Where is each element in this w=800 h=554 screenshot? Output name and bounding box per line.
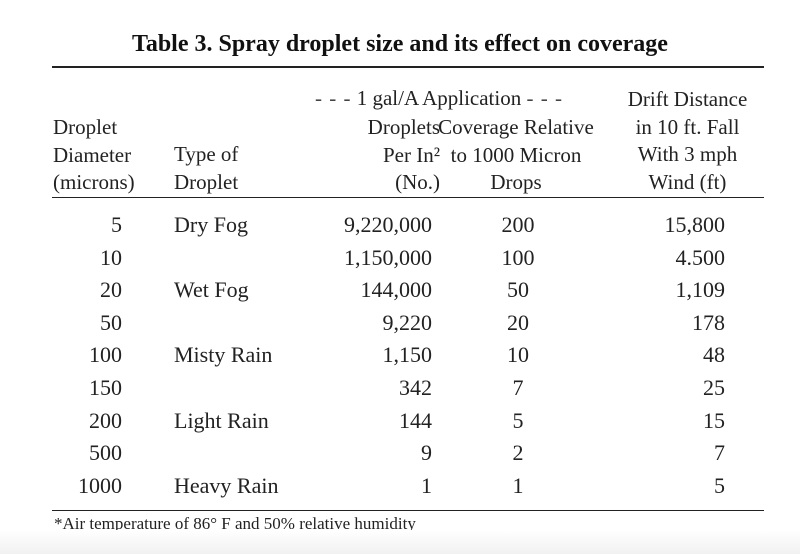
cell-coverage: 200 — [501, 212, 535, 237]
cell-droplets: 144 — [399, 407, 432, 433]
header-line: Droplet — [174, 169, 239, 194]
header-line: Wind (ft) — [648, 169, 727, 194]
cell-drift: 4.500 — [675, 244, 726, 270]
cell-type: Light Rain — [174, 407, 269, 433]
header-line: to 1000 Micron — [450, 142, 582, 167]
table-row: 1000 Heavy Rain 1 1 5 — [0, 473, 800, 506]
cell-diameter: 200 — [89, 407, 122, 433]
page-bottom-shade — [0, 530, 800, 554]
cell-droplets: 9,220 — [382, 309, 433, 335]
cell-diameter: 10 — [100, 244, 122, 270]
cell-drift: 25 — [703, 374, 725, 400]
table-row: 20 Wet Fog 144,000 50 1,109 — [0, 277, 800, 310]
cell-coverage: 2 — [512, 440, 524, 466]
cell-drift: 178 — [692, 309, 725, 335]
header-line: Droplet — [53, 115, 118, 139]
header-line: Type of — [174, 142, 239, 166]
header-droplets-per-inch: Droplets Per In² (No.) — [296, 114, 440, 197]
header-line: in 10 ft. Fall — [635, 114, 740, 139]
cell-drift: 48 — [703, 342, 725, 368]
header-line: Drift Distance — [627, 87, 748, 111]
header-type-of-droplet: Type of Droplet — [174, 141, 238, 196]
cell-diameter: 1000 — [78, 472, 122, 498]
header-line: Per In² — [382, 142, 440, 167]
span-label: 1 gal/A Application — [356, 86, 522, 110]
header-line: Coverage Relative — [438, 115, 594, 139]
table-title: Table 3. Spray droplet size and its effe… — [132, 31, 668, 57]
cell-droplets: 1,150 — [382, 342, 433, 368]
cell-coverage: 10 — [507, 342, 529, 368]
cell-drift: 1,109 — [675, 277, 726, 303]
table-row: 5 Dry Fog 9,220,000 200 15,800 — [0, 212, 800, 245]
footnote: *Air temperature of 86° F and 50% relati… — [54, 514, 416, 533]
bottom-rule — [52, 510, 764, 512]
application-span-header: - - - 1 gal/A Application - - - — [315, 86, 563, 111]
table-row: 50 9,220 20 178 — [0, 310, 800, 343]
table-row: 100 Misty Rain 1,150 10 48 — [0, 342, 800, 375]
cell-diameter: 20 — [100, 277, 122, 303]
cell-type: Misty Rain — [174, 342, 273, 368]
header-droplet-diameter: Droplet Diameter (microns) — [53, 114, 135, 197]
table-row: 200 Light Rain 144 5 15 — [0, 408, 800, 441]
cell-drift: 15 — [703, 407, 725, 433]
table-body: 5 Dry Fog 9,220,000 200 15,800 10 1,150,… — [0, 212, 800, 505]
cell-coverage: 1 — [512, 472, 524, 498]
cell-coverage: 50 — [507, 277, 529, 303]
span-dashes-right: - - - — [526, 86, 563, 110]
header-line: (No.) — [395, 170, 440, 194]
cell-coverage: 100 — [501, 244, 535, 270]
header-rule — [52, 197, 764, 198]
cell-diameter: 500 — [89, 440, 122, 466]
cell-drift: 5 — [714, 472, 725, 498]
cell-diameter: 50 — [100, 309, 122, 335]
header-coverage-relative: Coverage Relative to 1000 Micron Drops — [428, 114, 604, 197]
cell-coverage: 20 — [507, 309, 529, 335]
cell-droplets: 1 — [421, 472, 432, 498]
cell-coverage: 5 — [512, 407, 524, 433]
cell-droplets: 144,000 — [360, 277, 433, 303]
header-line: Diameter — [53, 142, 132, 167]
table-row: 500 9 2 7 — [0, 440, 800, 473]
header-line: Drops — [490, 170, 542, 194]
cell-droplets: 9,220,000 — [344, 212, 432, 237]
span-dashes-left: - - - — [315, 86, 352, 110]
header-line: With 3 mph — [637, 142, 738, 166]
cell-droplets: 342 — [399, 374, 432, 400]
cell-droplets: 9 — [421, 440, 432, 466]
cell-droplets: 1,150,000 — [344, 244, 432, 270]
header-line: Droplets — [367, 115, 440, 139]
cell-diameter: 5 — [111, 212, 122, 237]
header-line: (microns) — [53, 170, 135, 194]
cell-drift: 15,800 — [664, 212, 726, 237]
cell-drift: 7 — [714, 440, 725, 466]
table-row: 150 342 7 25 — [0, 375, 800, 408]
cell-type: Dry Fog — [174, 212, 248, 237]
header-drift-distance: Drift Distance in 10 ft. Fall With 3 mph… — [610, 86, 765, 196]
cell-type: Heavy Rain — [174, 472, 279, 498]
cell-diameter: 100 — [89, 342, 122, 368]
cell-diameter: 150 — [89, 374, 122, 400]
top-rule — [52, 66, 764, 68]
cell-type: Wet Fog — [174, 277, 249, 303]
cell-coverage: 7 — [512, 374, 524, 400]
table-row: 10 1,150,000 100 4.500 — [0, 245, 800, 278]
